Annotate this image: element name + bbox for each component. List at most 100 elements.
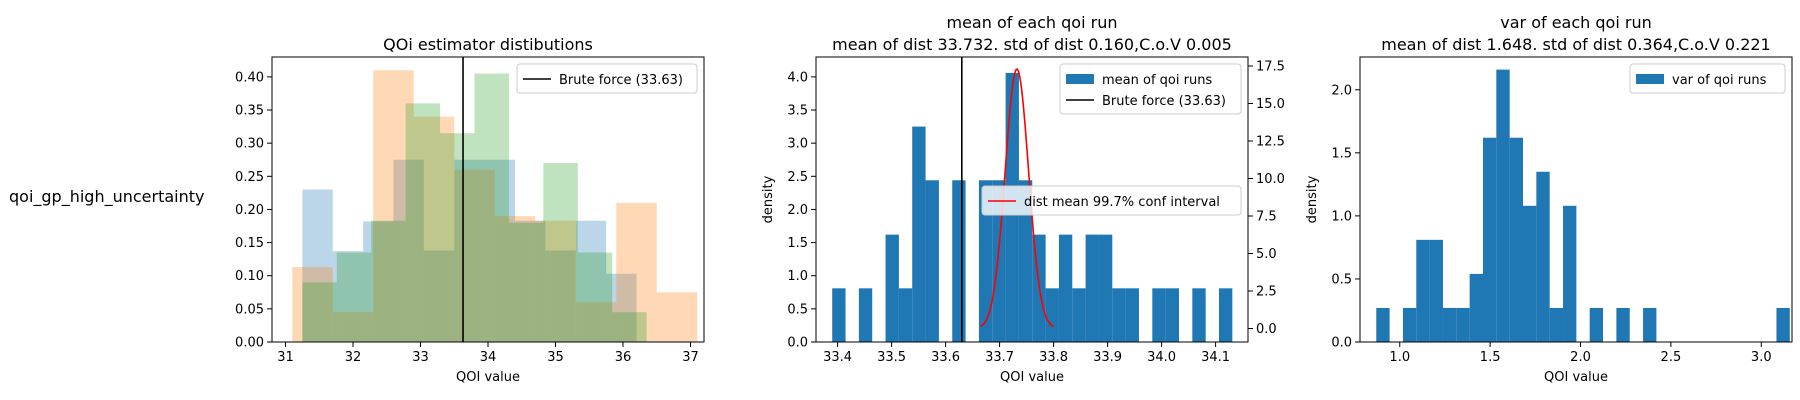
hist-2-bar xyxy=(292,267,333,342)
mean-bar xyxy=(1112,288,1126,342)
hist-2-bar xyxy=(616,202,657,342)
panel1-legend-box xyxy=(516,63,698,94)
panel3-subtitle: mean of dist 1.648. std of dist 0.364,C.… xyxy=(1381,35,1770,54)
panel1-ytick-label: 0.25 xyxy=(235,170,264,185)
panel3-ytick-label: 1.5 xyxy=(1331,146,1352,161)
mean-bar xyxy=(1152,288,1166,342)
mean-bar xyxy=(858,288,873,342)
row-label: qoi_gp_high_uncertainty xyxy=(9,187,205,206)
panel1-ytick-label: 0.30 xyxy=(235,137,264,152)
panel2-xtick-label: 33.4 xyxy=(823,350,852,365)
panel3-xtick-label: 3.0 xyxy=(1751,350,1772,365)
panel1-xtick-label: 37 xyxy=(682,350,699,365)
panel3-ytick-label: 1.0 xyxy=(1331,209,1352,224)
hist-1-bar xyxy=(363,221,394,342)
panel1-xtick-label: 31 xyxy=(277,350,294,365)
hist-3-bar xyxy=(612,312,647,342)
hist-1-bar xyxy=(575,220,607,342)
panel2-ytick-label: 1.5 xyxy=(787,236,808,251)
conf-interval-curve xyxy=(980,68,1054,328)
mean-bar xyxy=(1072,288,1086,342)
panel3-legend-box xyxy=(1629,63,1786,94)
mean-bar xyxy=(1045,288,1059,342)
var-bar xyxy=(1456,307,1470,342)
var-bar xyxy=(1549,307,1564,342)
hist-3-bar xyxy=(474,73,509,343)
panel2-title: mean of each qoi run xyxy=(947,13,1118,32)
panel2-subtitle: mean of dist 33.732. std of dist 0.160,C… xyxy=(832,35,1232,54)
mean-bar xyxy=(1085,234,1099,342)
mean-bar xyxy=(1125,288,1139,342)
panel1-xtick-label: 34 xyxy=(480,350,497,365)
panel2-legend-main-label: Brute force (33.63) xyxy=(1102,94,1226,109)
panel3-title: var of each qoi run xyxy=(1500,13,1651,32)
hist-2-bar xyxy=(413,116,455,343)
mean-bar xyxy=(1098,234,1113,342)
panel2-legend-curve-box xyxy=(981,185,1242,216)
panel2-xtick-label: 34.0 xyxy=(1147,350,1176,365)
var-bar xyxy=(1442,307,1457,342)
panel1-xtick-label: 35 xyxy=(547,350,564,365)
panel1-xlabel: QOI value xyxy=(456,370,520,385)
panel1-xtick-label: 32 xyxy=(345,350,362,365)
panel2-frame xyxy=(815,56,1249,343)
var-bar xyxy=(1496,69,1510,342)
var-bar xyxy=(1402,307,1417,342)
panel2-y2tick-label: 17.5 xyxy=(1256,60,1285,75)
panel3-xtick-label: 2.0 xyxy=(1570,350,1591,365)
panel2-y2tick-label: 15.0 xyxy=(1256,97,1285,112)
mean-bar xyxy=(952,180,966,342)
panel2-ytick-label: 2.0 xyxy=(787,203,808,218)
mean-bar xyxy=(832,288,846,342)
panel1-ytick-label: 0.40 xyxy=(235,70,264,85)
panel2-xtick-label: 33.9 xyxy=(1093,350,1122,365)
hist-2-bar xyxy=(575,302,617,342)
var-bar xyxy=(1616,307,1630,342)
var-bar xyxy=(1536,171,1550,342)
hist-2-bar xyxy=(373,70,414,343)
mean-bar xyxy=(978,180,993,342)
hist-1-bar xyxy=(515,220,546,342)
hist-1-bar xyxy=(423,250,455,342)
hist-2-bar xyxy=(656,292,698,342)
panel1-xtick-label: 36 xyxy=(615,350,632,365)
panel2-legend-main-box xyxy=(1059,63,1242,115)
var-bar xyxy=(1563,205,1577,342)
panel1-ytick-label: 0.05 xyxy=(235,302,264,317)
panel2-ytick-label: 0.0 xyxy=(787,336,808,351)
hist-3-bar xyxy=(302,282,337,342)
hist-3-bar xyxy=(508,222,544,342)
hist-3-bar xyxy=(405,103,441,342)
hist-3-bar xyxy=(371,220,406,342)
panel1-xtick-label: 33 xyxy=(412,350,429,365)
panel3-frame xyxy=(1359,56,1793,343)
panel2-legend-main-label: mean of qoi runs xyxy=(1102,73,1212,88)
panel1-ytick-label: 0.15 xyxy=(235,236,264,251)
var-bar xyxy=(1482,137,1497,342)
var-bar xyxy=(1509,137,1524,342)
panel3-legend-label: var of qoi runs xyxy=(1672,73,1767,88)
hist-2-bar xyxy=(494,216,536,342)
panel2-ytick-label: 4.0 xyxy=(787,70,808,85)
panel1-ytick-label: 0.20 xyxy=(235,203,264,218)
panel2-legend-curve-label: dist mean 99.7% conf interval xyxy=(1024,195,1220,210)
mean-bar xyxy=(1058,234,1073,342)
panel3-xtick-label: 2.5 xyxy=(1661,350,1682,365)
mean-bar xyxy=(885,234,899,342)
hist-2-bar xyxy=(535,220,576,342)
panel2-ylabel: density xyxy=(761,175,776,223)
mean-bar xyxy=(1192,288,1206,342)
panel2-xtick-label: 34.1 xyxy=(1201,350,1230,365)
panel1-ytick-label: 0.00 xyxy=(235,336,264,351)
panel1-ytick-label: 0.35 xyxy=(235,104,264,119)
hist-3-bar xyxy=(336,252,372,342)
hist-3-bar xyxy=(440,133,475,342)
panel2-ytick-label: 3.5 xyxy=(787,104,808,119)
panel2-y2tick-label: 10.0 xyxy=(1256,172,1285,187)
panel3-legend-swatch xyxy=(1636,74,1664,84)
panel2-ytick-label: 2.5 xyxy=(787,170,808,185)
panel2-xtick-label: 33.6 xyxy=(931,350,960,365)
hist-1-bar xyxy=(484,159,515,342)
panel2-xlabel: QOI value xyxy=(1000,370,1064,385)
hist-2-bar xyxy=(454,169,495,342)
